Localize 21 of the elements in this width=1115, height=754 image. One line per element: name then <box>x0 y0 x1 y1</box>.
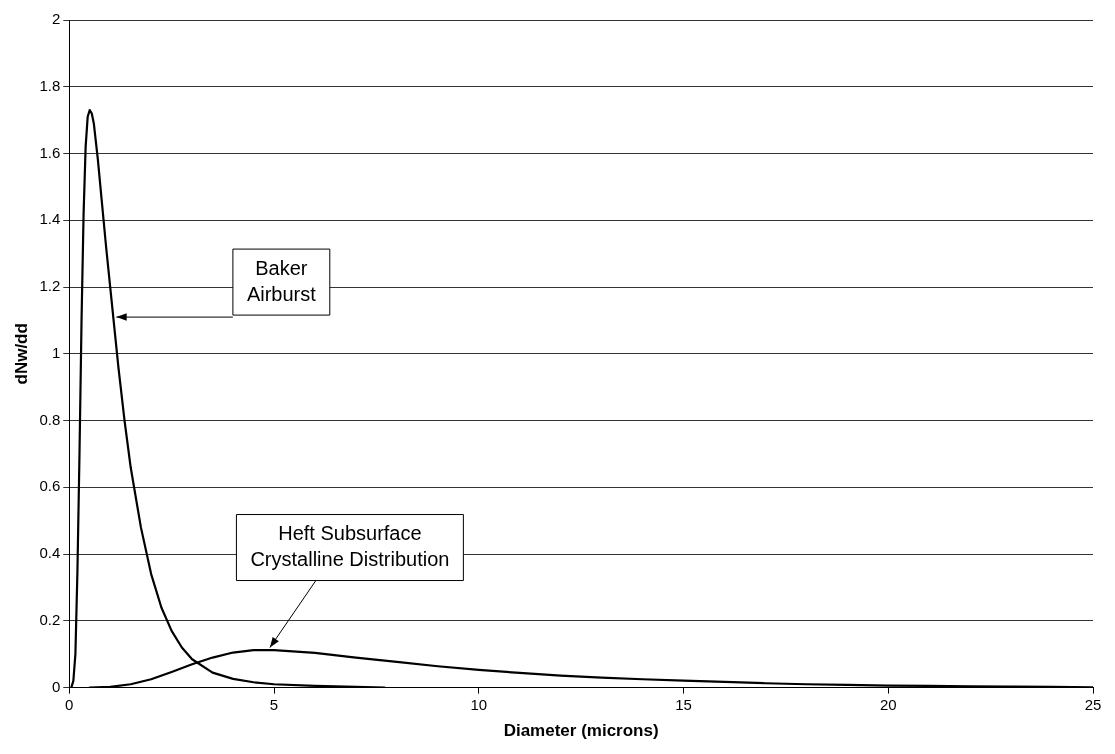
annotation: Heft Subsurface Crystalline Distribution <box>250 522 450 571</box>
y-tick-label: 0 <box>51 677 61 695</box>
y-tick-label: 0.8 <box>39 410 61 428</box>
y-tick-label: 0.4 <box>39 544 61 562</box>
x-tick-label: 0 <box>65 695 74 713</box>
y-tick-label: 1 <box>51 343 61 361</box>
y-tick-label: 1.8 <box>39 76 61 94</box>
x-axis-title: Diameter (microns) <box>503 721 659 741</box>
y-tick-label: 1.2 <box>39 277 61 295</box>
x-tick-label: 10 <box>470 695 488 713</box>
x-tick-label: 20 <box>879 695 897 713</box>
y-tick-label: 0.6 <box>39 477 61 495</box>
annotation: Baker Airburst <box>246 256 317 305</box>
y-tick-label: 1.6 <box>39 143 61 161</box>
y-tick-label: 0.2 <box>39 610 61 628</box>
y-tick-label: 2 <box>51 10 61 28</box>
y-tick-label: 1.4 <box>39 210 61 228</box>
x-tick-label: 25 <box>1084 695 1102 713</box>
x-tick-label: 15 <box>675 695 692 713</box>
y-axis-title: dNw/dd <box>11 323 31 385</box>
x-tick-label: 5 <box>269 695 279 713</box>
